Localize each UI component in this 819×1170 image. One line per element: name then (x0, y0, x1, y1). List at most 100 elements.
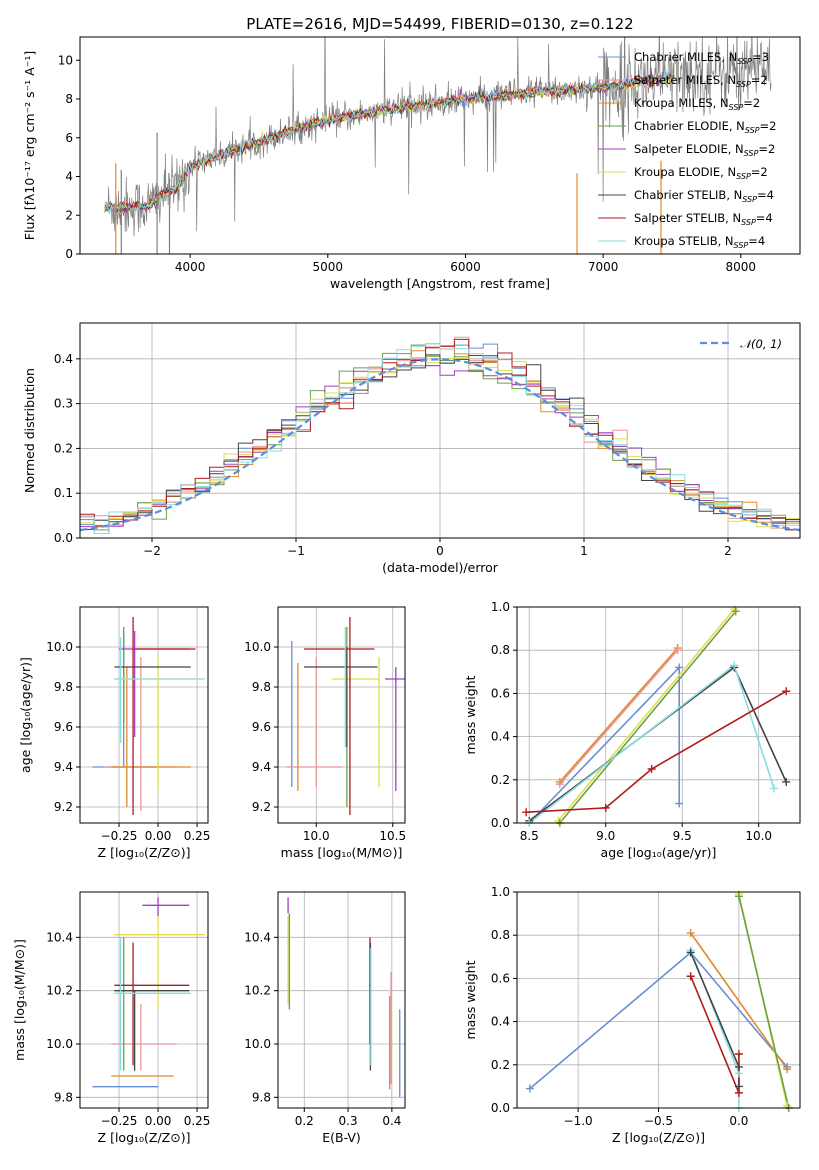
x-axis-label: wavelength [Angstrom, rest frame] (330, 276, 550, 291)
x-tick-label: 8.5 (520, 829, 539, 843)
legend-entry: Kroupa ELODIE, NSSP=2 (634, 165, 768, 181)
y-tick-label: 0 (65, 247, 73, 261)
weight-marker (782, 777, 791, 786)
weight-marker (734, 1088, 743, 1097)
plot-area (529, 894, 790, 1108)
y-tick-label: 0.4 (54, 352, 73, 366)
y-tick-label: 10 (58, 53, 73, 67)
y-tick-label: 0.0 (491, 816, 510, 830)
axes-frame (277, 891, 406, 1109)
y-tick-label: 10.4 (244, 930, 271, 944)
axes-spectrum: 4000 5000 6000 7000 8000 0 2 4 6 8 10 wavelength [A… (22, 36, 801, 291)
y-tick-label: 0.8 (491, 928, 510, 942)
legend-entry: 𝒩(0, 1) (740, 337, 782, 351)
weight-line (559, 649, 679, 785)
y-tick-label: 0.4 (491, 730, 510, 744)
y-tick-label: 0.8 (491, 643, 510, 657)
y-tick-label: 9.2 (54, 800, 73, 814)
data-point (126, 766, 128, 768)
data-point (315, 766, 318, 768)
x-tick-label: 0.25 (184, 1114, 211, 1128)
data-point (133, 1075, 136, 1077)
x-tick-label: 5000 (313, 260, 344, 274)
ticks: 8.5 9.0 9.5 10.0 0.0 0.2 0.4 0.6 0.8 1.0 (491, 600, 772, 843)
ticks: 0.2 0.3 0.4 9.8 10.0 10.2 10.4 (244, 930, 401, 1128)
y-tick-label: 6 (65, 131, 73, 145)
legend-entry: Chabrier STELIB, NSSP=4 (634, 188, 774, 204)
data-point (140, 1043, 142, 1045)
y-axis-label: mass weight (463, 960, 478, 1039)
data-point (287, 904, 289, 907)
y-tick-label: 10.0 (46, 640, 73, 654)
model-spectrum (104, 71, 675, 215)
plot-area (526, 608, 787, 823)
x-tick-label: 0.0 (729, 1114, 748, 1128)
data-point (370, 992, 372, 995)
data-point (133, 666, 136, 668)
weight-line (528, 665, 680, 823)
weight-line (559, 647, 679, 783)
x-tick-label: 0 (436, 544, 444, 558)
y-tick-label: 2 (65, 208, 73, 222)
y-tick-label: 10.0 (244, 1037, 271, 1051)
weight-line (559, 610, 737, 823)
data-point (297, 766, 299, 768)
ticks: −2 −1 0 1 2 0.0 0.1 0.2 0.3 0.4 (54, 352, 732, 558)
weight-marker (675, 799, 684, 808)
ticks: 4000 5000 6000 7000 8000 0 2 4 6 8 10 (58, 53, 756, 274)
data-point (390, 1043, 392, 1045)
legend-entry: Salpeter STELIB, NSSP=4 (634, 211, 773, 227)
x-tick-label: 4000 (175, 260, 206, 274)
axes-frame (79, 606, 209, 824)
y-tick-label: 0.3 (54, 397, 73, 411)
model-spectrum (104, 72, 675, 215)
axes-weight-vs-age: 8.5 9.0 9.5 10.0 0.0 0.2 0.4 0.6 0.8 1.0 age [log₁… (463, 600, 801, 860)
x-axis-label: Z [log₁₀(Z/Z⊙)] (98, 845, 191, 860)
weight-marker (783, 1065, 792, 1074)
x-tick-label: 1 (580, 544, 588, 558)
legend: Chabrier MILES, NSSP=3 Salpeter MILES, NS… (598, 50, 776, 250)
x-tick-label: 0.25 (184, 829, 211, 843)
y-tick-label: 9.2 (252, 800, 271, 814)
axes-residuals: −2 −1 0 1 2 0.0 0.1 0.2 0.3 0.4 (data-model)/error… (22, 322, 801, 575)
model-spectrum (104, 71, 675, 216)
x-tick-label: −1.0 (564, 1114, 593, 1128)
data-point (157, 904, 159, 907)
y-tick-label: 0.2 (491, 1058, 510, 1072)
y-tick-label: 9.8 (54, 1090, 73, 1104)
x-tick-label: −0.25 (101, 829, 138, 843)
x-tick-label: 0.00 (145, 829, 172, 843)
model-spectrum (104, 72, 675, 213)
y-tick-label: 9.4 (54, 760, 73, 774)
weight-line (528, 663, 775, 823)
y-tick-label: 9.8 (252, 680, 271, 694)
y-axis-label: mass [log₁₀(M/M⊙)] (12, 939, 27, 1061)
y-axis-label: Flux [fλ10⁻¹⁷ erg cm⁻² s⁻¹ A⁻¹] (22, 51, 37, 240)
weight-marker (601, 803, 610, 812)
weight-marker (525, 1084, 534, 1093)
weight-line (689, 975, 740, 1094)
x-tick-label: 6000 (450, 260, 481, 274)
y-tick-label: 10.0 (244, 640, 271, 654)
y-axis-label: mass weight (463, 675, 478, 754)
axes-frame (79, 322, 801, 539)
data-point (157, 933, 159, 936)
data-point (122, 1085, 125, 1088)
x-tick-label: −1 (287, 544, 305, 558)
plot-area (92, 897, 205, 1088)
weight-marker (734, 1062, 743, 1071)
y-tick-label: 8 (65, 92, 73, 106)
x-axis-label: Z [log₁₀(Z/Z⊙)] (612, 1130, 705, 1145)
axes-age-vs-mass: 10.0 10.5 9.2 9.4 9.6 9.8 10.0 mass [log₁₀(M/M⊙… (244, 606, 406, 860)
histogram-step (80, 343, 800, 538)
y-tick-label: 0.2 (491, 773, 510, 787)
y-tick-label: 4 (65, 170, 73, 184)
ticks: 10.0 10.5 9.2 9.4 9.6 9.8 10.0 (244, 640, 406, 843)
plot-area (104, 37, 772, 254)
weight-marker (555, 780, 564, 789)
weight-line (557, 608, 735, 822)
axes-mass-vs-EBV: 0.2 0.3 0.4 9.8 10.0 10.2 10.4 E(B-V) (244, 891, 406, 1145)
model-spectrum (104, 72, 675, 213)
weight-marker (731, 607, 740, 616)
